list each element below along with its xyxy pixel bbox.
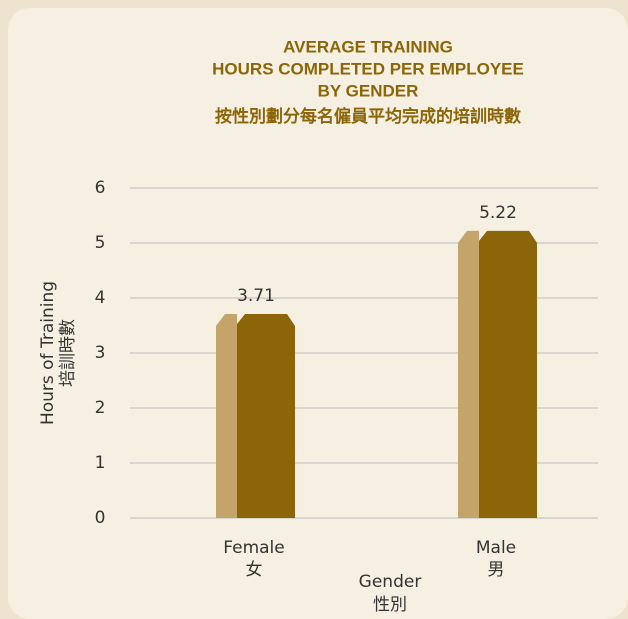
bar: [479, 230, 537, 518]
chart-title: HOURS COMPLETED PER EMPLOYEE: [212, 59, 524, 78]
chart-subtitle: 按性別劃分每名僱員平均完成的培訓時數: [215, 106, 521, 127]
bar-side: [216, 313, 237, 518]
bar: [237, 313, 295, 518]
x-axis-label: Gender: [359, 572, 422, 592]
y-axis-label: Hours of Training: [38, 281, 58, 425]
x-tick-label: Female: [223, 538, 284, 558]
chart-title: AVERAGE TRAINING: [283, 37, 453, 56]
y-tick-label: 3: [95, 343, 106, 363]
y-tick-label: 5: [95, 233, 106, 253]
y-tick-label: 6: [95, 178, 106, 198]
x-tick-label: 女: [246, 560, 263, 580]
x-axis-label: 性別: [373, 595, 407, 615]
y-tick-label: 4: [95, 288, 106, 308]
value-label: 5.22: [479, 203, 517, 223]
x-tick-label: 男: [488, 560, 505, 580]
y-tick-label: 1: [95, 453, 106, 473]
y-axis-label: 培訓時數: [58, 319, 78, 387]
bar-side: [458, 230, 479, 518]
y-tick-label: 0: [95, 508, 106, 528]
x-tick-label: Male: [476, 538, 516, 558]
y-tick-label: 2: [95, 398, 106, 418]
value-label: 3.71: [237, 286, 275, 306]
chart-title: BY GENDER: [318, 81, 419, 100]
